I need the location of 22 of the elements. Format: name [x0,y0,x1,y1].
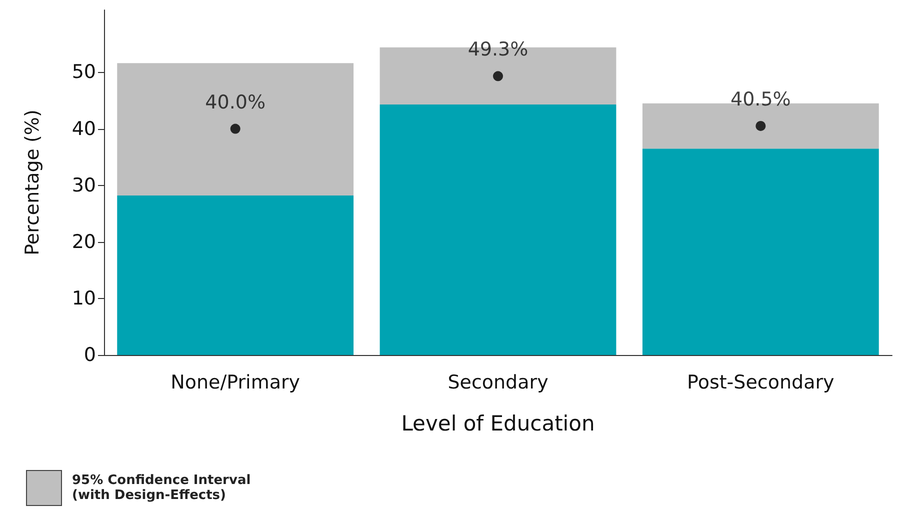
point [230,124,240,134]
y-axis-title: Percentage (%) [22,110,44,256]
y-tick-label: 40 [72,118,96,140]
data-label: 49.3% [468,38,528,61]
y-tick-label: 30 [72,174,96,196]
y-tick-label: 50 [72,61,96,84]
x-axis-title: Level of Education [401,412,595,436]
bar [380,104,616,355]
y-tick-label: 20 [72,230,96,253]
y-tick-label: 10 [72,287,96,310]
x-tick-label: None/Primary [170,372,300,394]
data-label: 40.0% [205,91,266,114]
data-label: 40.5% [730,88,791,110]
point [756,120,766,131]
text: 95% Confidence Interval (with Design-Effects) [72,473,252,503]
x-tick-label: Secondary [448,372,548,394]
bar [642,148,879,355]
x-tick-label: Post-Secondary [687,372,834,394]
bar [117,196,354,355]
y-tick-label: 0 [84,344,96,366]
point [493,71,503,82]
bar [117,63,354,196]
